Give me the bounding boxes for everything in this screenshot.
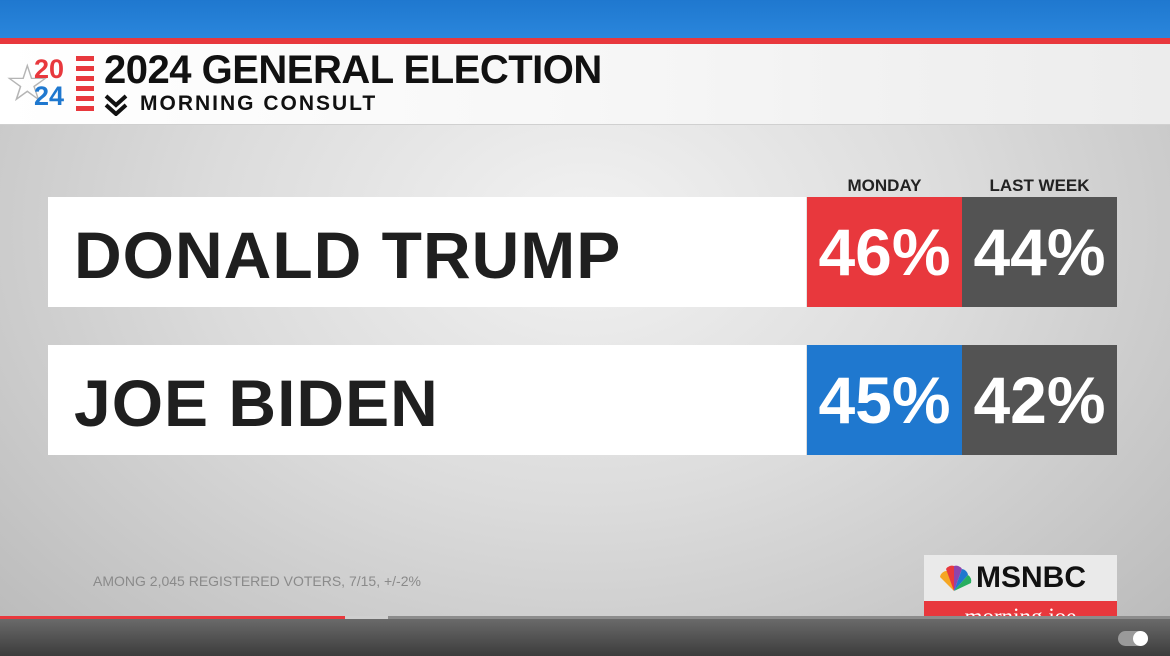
column-header-last-week: LAST WEEK bbox=[989, 176, 1090, 195]
player-controls-bar bbox=[0, 619, 1170, 656]
morning-consult-logo-icon bbox=[104, 94, 128, 116]
video-buffer-fill bbox=[345, 616, 388, 619]
header-band bbox=[0, 44, 1170, 125]
autoplay-toggle[interactable] bbox=[1118, 631, 1148, 646]
election-2024-logo: ☆ 20 24 bbox=[4, 50, 100, 120]
logo-digits-bottom: 24 bbox=[34, 81, 65, 111]
current-percent: 46% bbox=[807, 197, 962, 307]
page-title: 2024 GENERAL ELECTION bbox=[104, 48, 602, 92]
autoplay-toggle-knob bbox=[1133, 631, 1148, 646]
network-name: MSNBC bbox=[976, 561, 1086, 594]
candidate-name: JOE BIDEN bbox=[74, 366, 439, 440]
page-subtitle: MORNING CONSULT bbox=[140, 92, 378, 115]
column-header-monday: MONDAY bbox=[847, 176, 922, 195]
star-icon: ☆ bbox=[4, 54, 51, 114]
candidate-name: DONALD TRUMP bbox=[74, 218, 622, 292]
top-blue-band bbox=[0, 0, 1170, 38]
logo-digits-top: 20 bbox=[34, 54, 65, 84]
video-progress-fill bbox=[0, 616, 345, 619]
current-percent: 45% bbox=[807, 345, 962, 455]
peacock-icon bbox=[940, 565, 972, 591]
candidate-name-box: JOE BIDEN bbox=[48, 345, 806, 455]
previous-percent: 42% bbox=[962, 345, 1117, 455]
candidate-row-biden: JOE BIDEN 45% 42% bbox=[48, 345, 1117, 455]
video-progress-bar[interactable] bbox=[0, 616, 1170, 619]
top-red-stripe bbox=[0, 38, 1170, 44]
msnbc-logo: MSNBC bbox=[924, 555, 1117, 601]
previous-percent: 44% bbox=[962, 197, 1117, 307]
flag-stripes-icon bbox=[76, 56, 94, 112]
logo-digits: 20 24 bbox=[34, 56, 64, 110]
poll-footnote: AMONG 2,045 REGISTERED VOTERS, 7/15, +/-… bbox=[93, 573, 421, 589]
candidate-name-box: DONALD TRUMP bbox=[48, 197, 806, 307]
candidate-row-trump: DONALD TRUMP 46% 44% bbox=[48, 197, 1117, 307]
